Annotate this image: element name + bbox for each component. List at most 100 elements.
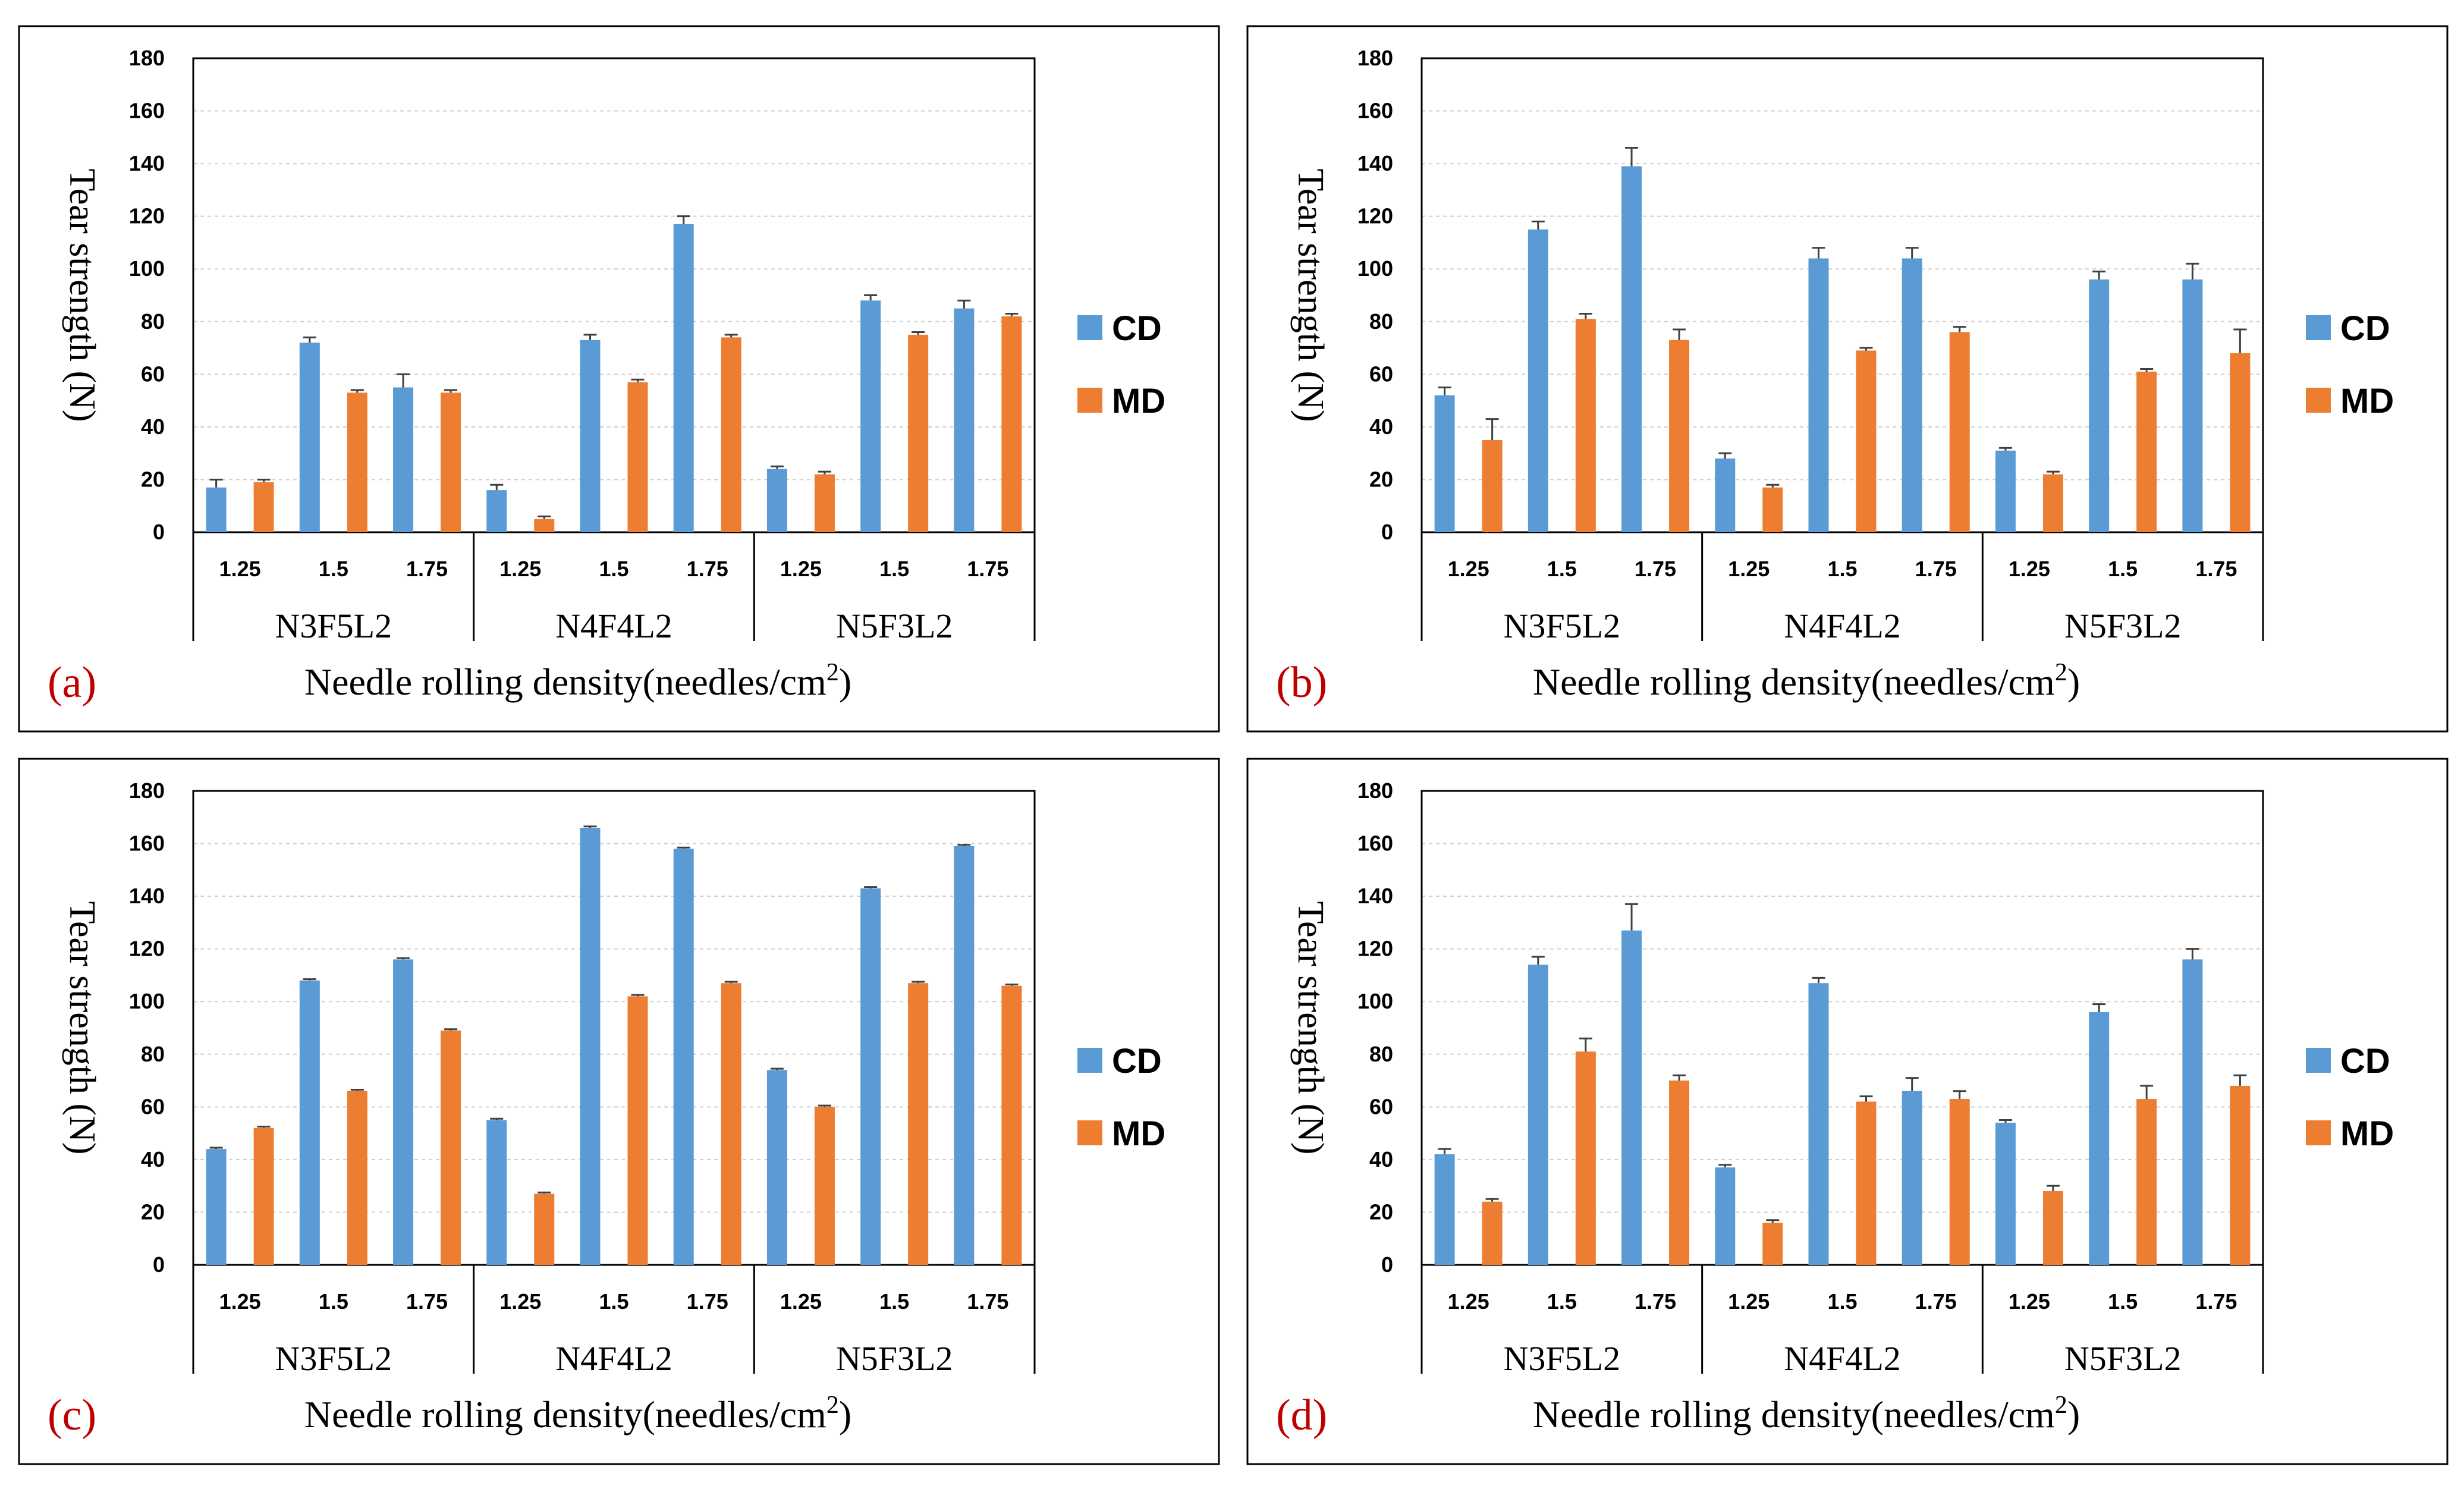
x-tick-label: 1.5	[319, 557, 348, 581]
bar-cd	[766, 1070, 787, 1265]
x-tick-label: 1.5	[2108, 1289, 2138, 1314]
group-label: N5F3L2	[836, 1339, 953, 1378]
x-axis-title-main: Needle rolling density(needles/cm	[1533, 661, 2055, 703]
x-tick-label: 1.75	[1915, 1289, 1957, 1314]
x-tick-label: 1.75	[2195, 557, 2237, 581]
group-label: N4F4L2	[1784, 1339, 1901, 1378]
bar-cd	[1621, 166, 1642, 532]
y-tick-label: 100	[1357, 989, 1393, 1013]
x-axis-title: Needle rolling density(needles/cm2)	[1533, 1392, 2080, 1436]
bar-md	[2230, 353, 2251, 532]
y-tick-label: 80	[1369, 1042, 1393, 1066]
bar-cd	[2182, 279, 2203, 532]
group-label: N3F5L2	[275, 1339, 392, 1378]
group-label: N3F5L2	[275, 607, 392, 645]
bar-md	[534, 519, 555, 532]
bar-md	[1001, 316, 1022, 532]
bar-md	[534, 1194, 555, 1265]
x-axis-title-superscript: 2	[826, 1392, 839, 1419]
y-axis-title: Tear strength (N)	[62, 901, 102, 1154]
bar-cd	[580, 340, 601, 532]
group-label: N3F5L2	[1504, 1339, 1621, 1378]
plot-area	[1420, 57, 2264, 533]
bar-cd	[954, 308, 975, 532]
y-tick-label: 20	[141, 1199, 165, 1224]
legend-label-cd: CD	[1112, 1042, 1162, 1081]
bar-md	[2136, 1099, 2157, 1265]
y-tick-label: 160	[1357, 831, 1393, 856]
x-axis-title-superscript: 2	[2055, 1392, 2067, 1419]
y-tick-label: 60	[1369, 362, 1393, 386]
y-tick-label: 40	[1369, 1147, 1393, 1171]
x-axis-title-superscript: 2	[2055, 659, 2067, 686]
x-tick-label: 1.75	[687, 1289, 728, 1314]
y-tick-label: 0	[153, 520, 165, 544]
x-tick-label: 1.25	[780, 1289, 822, 1314]
bar-cd	[954, 846, 975, 1265]
x-tick-label: 1.75	[1635, 1289, 1676, 1314]
bar-cd	[580, 827, 601, 1265]
legend-label-md: MD	[2340, 1114, 2394, 1153]
x-axis-title-close: )	[839, 1393, 851, 1436]
bar-cd	[206, 1149, 227, 1265]
x-tick-label: 1.5	[1547, 557, 1577, 581]
y-tick-label: 140	[1357, 884, 1393, 908]
y-tick-label: 80	[1369, 309, 1393, 334]
y-tick-label: 180	[1357, 46, 1393, 70]
y-tick-label: 80	[141, 1042, 165, 1066]
bar-md	[253, 482, 274, 532]
x-tick-label: 1.5	[1827, 557, 1857, 581]
group-label: N5F3L2	[2064, 1339, 2182, 1378]
bar-cd	[2089, 279, 2110, 532]
bar-cd	[1528, 965, 1548, 1265]
bar-md	[2230, 1085, 2251, 1265]
legend-swatch-cd	[2306, 315, 2331, 340]
legend-label-md: MD	[1112, 382, 1165, 420]
group-label: N4F4L2	[555, 1339, 672, 1378]
legend-swatch-md	[2306, 388, 2331, 413]
x-tick-label: 1.5	[599, 1289, 628, 1314]
bar-md	[1949, 332, 1970, 532]
x-tick-label: 1.75	[967, 557, 1008, 581]
y-tick-label: 160	[129, 99, 165, 123]
group-label: N4F4L2	[555, 607, 672, 645]
panel-label: (b)	[1276, 658, 1327, 707]
bar-md	[1482, 1201, 1503, 1265]
y-tick-label: 180	[1357, 778, 1393, 803]
x-axis-title-main: Needle rolling density(needles/cm	[304, 1393, 826, 1436]
bar-md	[1856, 1101, 1877, 1265]
bar-md	[1001, 985, 1022, 1265]
bar-md	[814, 1107, 835, 1265]
bar-cd	[1715, 1167, 1736, 1265]
legend-label-cd: CD	[2340, 309, 2390, 348]
bar-cd	[860, 888, 881, 1265]
bar-md	[2042, 1191, 2063, 1265]
y-tick-label: 60	[141, 1094, 165, 1119]
y-tick-label: 40	[1369, 414, 1393, 439]
y-tick-label: 100	[129, 989, 165, 1013]
x-axis-title-main: Needle rolling density(needles/cm	[1533, 1393, 2055, 1436]
legend-label-md: MD	[2340, 382, 2394, 420]
x-tick-label: 1.75	[406, 557, 448, 581]
group-label: N5F3L2	[2064, 607, 2182, 645]
legend-swatch-md	[2306, 1120, 2331, 1145]
y-tick-label: 80	[141, 309, 165, 334]
y-tick-label: 40	[141, 414, 165, 439]
x-axis-title: Needle rolling density(needles/cm2)	[304, 659, 851, 703]
bar-md	[1669, 340, 1690, 532]
y-axis-title: Tear strength (N)	[62, 168, 102, 422]
x-tick-label: 1.75	[1915, 557, 1957, 581]
bar-md	[1575, 319, 1596, 532]
y-tick-label: 120	[129, 937, 165, 961]
bar-cd	[673, 849, 694, 1265]
y-axis-title: Tear strength (N)	[1290, 168, 1331, 422]
bar-cd	[2182, 959, 2203, 1265]
legend-swatch-md	[1077, 388, 1102, 413]
bar-md	[721, 983, 741, 1265]
bar-cd	[2089, 1012, 2110, 1265]
x-tick-label: 1.25	[1448, 1289, 1489, 1314]
group-label: N5F3L2	[836, 607, 953, 645]
y-tick-label: 140	[1357, 151, 1393, 175]
bar-md	[347, 392, 367, 532]
x-tick-label: 1.25	[1448, 557, 1489, 581]
